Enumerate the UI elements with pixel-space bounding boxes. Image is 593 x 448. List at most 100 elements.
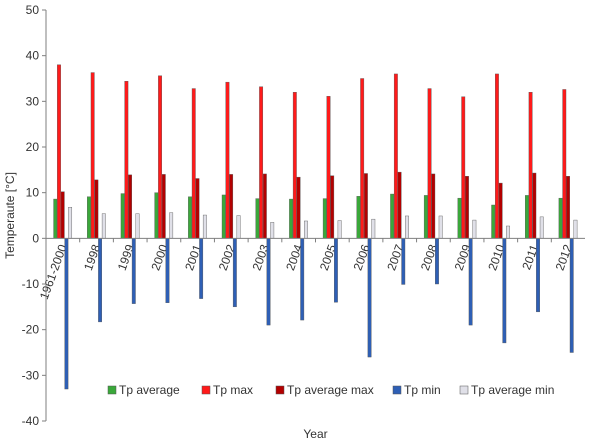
y-tick-label: -30 xyxy=(22,368,40,382)
bar-tp-min xyxy=(131,238,136,304)
x-axis-tick-labels: 1961-2000 1998 1999 2000 2001 2002 2003 2004 200… xyxy=(37,238,575,301)
bar-tp-average-min xyxy=(135,213,140,239)
bar-tp-average-max xyxy=(431,173,436,239)
legend-swatch xyxy=(392,385,402,395)
bar-tp-max xyxy=(259,86,264,239)
y-axis-title: Temperaute [°C] xyxy=(3,172,17,259)
legend-label: Tp average xyxy=(119,383,180,397)
bar-tp-min xyxy=(435,238,439,285)
legend-swatch xyxy=(107,385,117,395)
bar-tp-min xyxy=(64,238,69,390)
bar-tp-average-max xyxy=(262,173,267,239)
bar-tp-average-min xyxy=(169,212,174,239)
bar-tp-average xyxy=(120,193,125,239)
bar-tp-average-max xyxy=(128,174,132,239)
bar-tp-min xyxy=(569,238,574,353)
bar-tp-min xyxy=(536,238,540,313)
bar-tp-max xyxy=(158,75,162,239)
bar-tp-average xyxy=(558,197,563,239)
bars xyxy=(53,64,578,390)
legend-label: Tp min xyxy=(404,383,441,397)
bar-tp-min xyxy=(468,238,473,326)
legend-swatch xyxy=(275,385,285,395)
bar-tp-min xyxy=(232,238,237,308)
bar-tp-max xyxy=(528,91,533,239)
y-tick-label: -10 xyxy=(22,277,40,291)
bar-tp-average-max xyxy=(566,176,570,239)
bar-tp-min xyxy=(367,238,372,358)
legend: Tp average Tp max Tp average max Tp min Tp a… xyxy=(107,383,554,397)
legend-label: Tp average max xyxy=(287,383,374,397)
bar-tp-max xyxy=(495,73,499,239)
bar-tp-average xyxy=(491,204,496,239)
bar-tp-min xyxy=(266,238,271,326)
bar-tp-min xyxy=(165,238,170,303)
bar-tp-min xyxy=(300,238,305,321)
bar-tp-max xyxy=(393,73,398,239)
y-tick-label: 10 xyxy=(26,186,40,200)
bar-tp-average-min xyxy=(202,214,207,239)
bar-tp-max xyxy=(90,72,95,239)
bar-tp-average-max xyxy=(161,174,166,239)
bar-tp-average-max xyxy=(330,175,335,239)
bar-tp-average-max xyxy=(229,174,234,239)
bar-tp-average xyxy=(289,198,294,239)
bar-tp-average xyxy=(53,198,58,239)
bar-tp-average-max xyxy=(195,178,200,239)
y-tick-label: 0 xyxy=(32,231,39,245)
bar-tp-average-max xyxy=(60,191,65,239)
bar-tp-average-max xyxy=(532,172,537,239)
bar-tp-average-max xyxy=(363,173,368,239)
legend-label: Tp average min xyxy=(471,383,554,397)
bar-tp-average-min xyxy=(68,207,73,239)
bar-tp-max xyxy=(360,78,365,239)
x-axis-title: Year xyxy=(303,427,327,441)
legend-swatch xyxy=(201,385,211,395)
bar-tp-max xyxy=(427,88,432,239)
bar-tp-average xyxy=(87,196,91,239)
bar-tp-average-min xyxy=(438,215,443,239)
bar-tp-average xyxy=(188,196,192,239)
y-axis-ticks: -40 -30 -20 -10 0 10 20 30 40 50 xyxy=(22,3,46,428)
bar-tp-min xyxy=(401,238,406,285)
y-tick-label: 30 xyxy=(26,94,40,108)
bar-tp-average xyxy=(154,192,159,239)
bar-tp-average xyxy=(322,198,327,239)
bar-tp-average-max xyxy=(296,176,301,239)
bar-tp-max xyxy=(461,96,466,239)
y-tick-label: -40 xyxy=(22,414,40,428)
bar-tp-average-max xyxy=(498,182,503,239)
bar-tp-average-max xyxy=(94,179,99,239)
bar-tp-average xyxy=(457,197,462,239)
bar-tp-min xyxy=(98,238,102,323)
bar-tp-max xyxy=(292,91,297,239)
bar-tp-min xyxy=(334,238,338,303)
y-tick-label: 50 xyxy=(26,3,40,17)
bar-tp-max xyxy=(225,81,230,239)
bar-tp-min xyxy=(199,238,204,299)
bar-tp-max xyxy=(562,89,567,239)
bar-tp-average-min xyxy=(337,220,342,239)
bar-tp-average xyxy=(356,196,361,239)
bar-tp-average xyxy=(423,195,428,239)
bar-tp-average-min xyxy=(506,225,510,239)
bar-tp-average-min xyxy=(270,222,275,239)
bar-tp-max xyxy=(326,96,331,239)
bar-tp-min xyxy=(502,238,507,344)
y-tick-label: 20 xyxy=(26,140,40,154)
bar-tp-average-min xyxy=(236,215,241,239)
bar-tp-average-min xyxy=(539,216,544,239)
legend-swatch xyxy=(459,385,469,395)
bar-tp-average-max xyxy=(465,176,469,239)
bar-tp-average-min xyxy=(405,215,409,239)
bar-tp-average-min xyxy=(304,220,308,239)
bar-tp-average xyxy=(390,193,395,239)
bar-tp-average xyxy=(525,195,529,239)
bar-tp-average-max xyxy=(397,171,402,239)
bar-tp-average-min xyxy=(101,213,106,239)
bar-tp-average-min xyxy=(371,218,376,239)
bar-tp-average xyxy=(255,198,260,239)
bar-tp-max xyxy=(191,88,196,239)
bar-tp-average-min xyxy=(573,219,578,239)
